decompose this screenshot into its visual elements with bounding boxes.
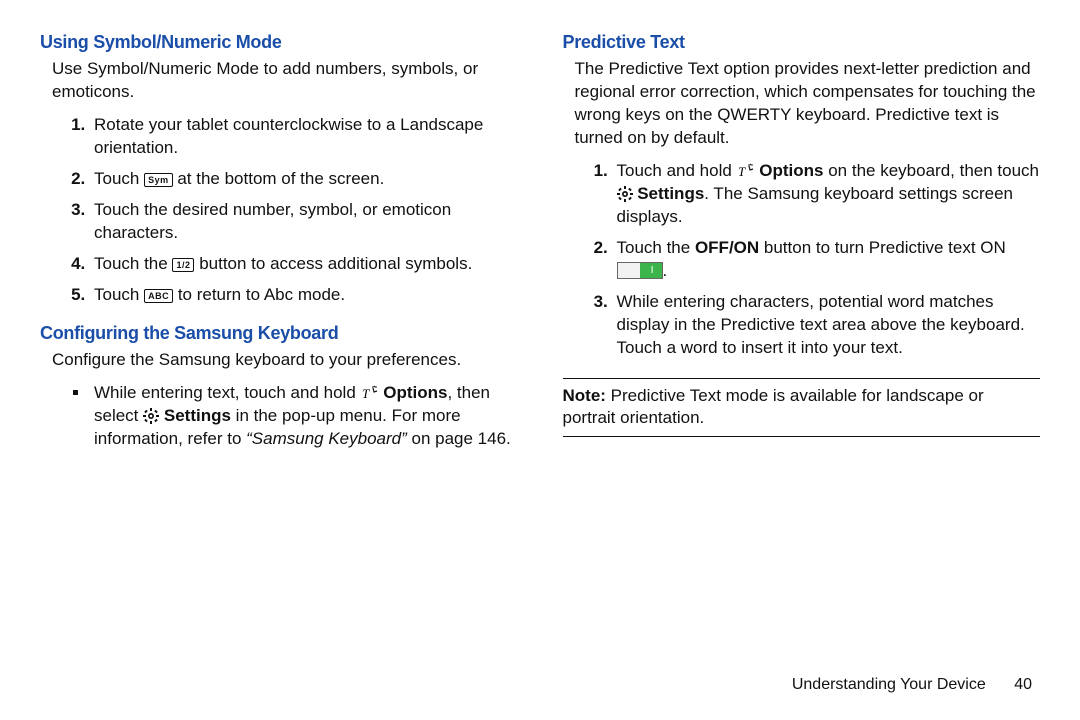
text-frag: Touch and hold (617, 161, 737, 180)
settings-label: Settings (633, 184, 705, 203)
step-2-text: Touch Sym at the bottom of the screen. (94, 169, 384, 188)
text-frag: Touch the (617, 238, 695, 257)
settings-label: Settings (159, 406, 231, 425)
bullet-1: While entering text, touch and hold T Op… (90, 382, 518, 451)
note-rule-top (563, 378, 1041, 379)
svg-text:T: T (738, 164, 746, 179)
footer-section: Understanding Your Device (792, 676, 986, 693)
bullets-configuring: While entering text, touch and hold T Op… (40, 382, 518, 451)
text-frag: Touch (94, 169, 144, 188)
note-block: Note: Predictive Text mode is available … (563, 378, 1041, 438)
pt-step-1-text: Touch and hold T Options on the keyboard… (617, 161, 1040, 226)
left-column: Using Symbol/Numeric Mode Use Symbol/Num… (40, 30, 518, 465)
right-column: Predictive Text The Predictive Text opti… (563, 30, 1041, 465)
text-frag: . (663, 261, 668, 280)
pt-step-3-text: While entering characters, potential wor… (617, 292, 1025, 357)
note-rule-bottom (563, 436, 1041, 437)
text-frag: button to turn Predictive text ON (759, 238, 1006, 257)
heading-configuring: Configuring the Samsung Keyboard (40, 321, 518, 345)
t-options-icon: T (737, 163, 755, 179)
text-frag: to return to Abc mode. (173, 285, 345, 304)
gear-icon (143, 408, 159, 424)
abc-key-icon: ABC (144, 289, 173, 303)
options-label: Options (755, 161, 824, 180)
svg-text:T: T (362, 386, 370, 401)
step-5-text: Touch ABC to return to Abc mode. (94, 285, 345, 304)
text-frag: While entering text, touch and hold (94, 383, 361, 402)
off-on-label: OFF/ON (695, 238, 759, 257)
footer-page-number: 40 (1014, 676, 1032, 693)
step-4-text: Touch the 1/2 button to access additiona… (94, 254, 472, 273)
steps-symbol-numeric: Rotate your tablet counterclockwise to a… (40, 114, 518, 307)
pt-step-1: Touch and hold T Options on the keyboard… (613, 160, 1041, 229)
pt-step-2: Touch the OFF/ON button to turn Predicti… (613, 237, 1041, 283)
step-2: Touch Sym at the bottom of the screen. (90, 168, 518, 191)
intro-symbol-numeric: Use Symbol/Numeric Mode to add numbers, … (52, 58, 518, 104)
note-label: Note: (563, 386, 606, 405)
options-label: Options (379, 383, 448, 402)
page-body: Using Symbol/Numeric Mode Use Symbol/Num… (0, 0, 1080, 465)
text-frag: Touch the (94, 254, 172, 273)
sym-key-icon: Sym (144, 173, 173, 187)
text-frag: Touch (94, 285, 144, 304)
heading-predictive: Predictive Text (563, 30, 1041, 54)
half-key-icon: 1/2 (172, 258, 194, 272)
text-frag: on the keyboard, then touch (824, 161, 1040, 180)
ref-title: “Samsung Keyboard” (246, 429, 411, 448)
text-frag: at the bottom of the screen. (173, 169, 385, 188)
intro-predictive: The Predictive Text option provides next… (575, 58, 1041, 150)
note-text: Note: Predictive Text mode is available … (563, 385, 1041, 431)
step-1-text: Rotate your tablet counterclockwise to a… (94, 115, 483, 157)
page-footer: Understanding Your Device 40 (792, 674, 1032, 696)
step-1: Rotate your tablet counterclockwise to a… (90, 114, 518, 160)
intro-configuring: Configure the Samsung keyboard to your p… (52, 349, 518, 372)
heading-symbol-numeric: Using Symbol/Numeric Mode (40, 30, 518, 54)
t-options-icon: T (361, 385, 379, 401)
step-4: Touch the 1/2 button to access additiona… (90, 253, 518, 276)
text-frag: button to access additional symbols. (194, 254, 472, 273)
pt-step-3: While entering characters, potential wor… (613, 291, 1041, 360)
gear-icon (617, 186, 633, 202)
step-3-text: Touch the desired number, symbol, or emo… (94, 200, 451, 242)
steps-predictive: Touch and hold T Options on the keyboard… (563, 160, 1041, 360)
toggle-on-icon (617, 262, 663, 279)
note-body: Predictive Text mode is available for la… (563, 386, 984, 428)
pt-step-2-text: Touch the OFF/ON button to turn Predicti… (617, 238, 1006, 280)
text-frag: on page 146. (412, 429, 511, 448)
step-5: Touch ABC to return to Abc mode. (90, 284, 518, 307)
text-frag: in the pop-up menu. (231, 406, 392, 425)
step-3: Touch the desired number, symbol, or emo… (90, 199, 518, 245)
